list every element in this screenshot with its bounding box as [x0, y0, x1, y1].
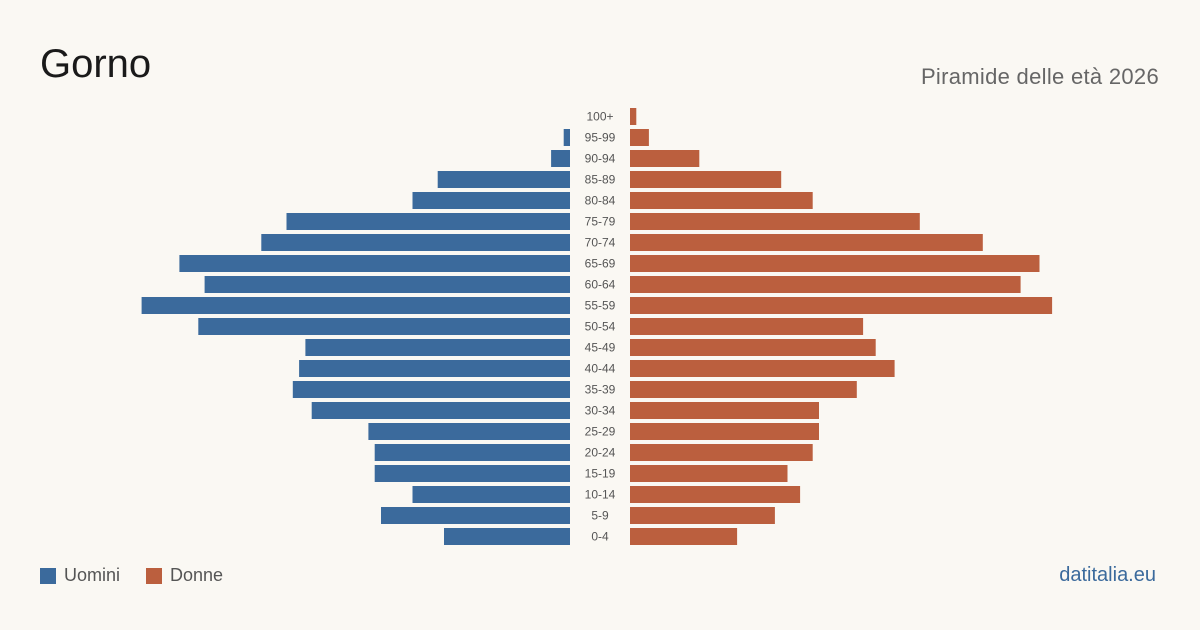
- age-label-95-99: 95-99: [585, 131, 616, 145]
- bar-women-60-64: [630, 276, 1021, 293]
- bar-women-80-84: [630, 192, 813, 209]
- bar-women-10-14: [630, 486, 801, 503]
- bar-women-70-74: [630, 234, 983, 251]
- age-label-85-89: 85-89: [585, 173, 616, 187]
- age-label-0-4: 0-4: [591, 530, 609, 544]
- age-label-60-64: 60-64: [585, 278, 616, 292]
- age-label-65-69: 65-69: [585, 257, 616, 271]
- age-label-70-74: 70-74: [585, 236, 616, 250]
- age-label-75-79: 75-79: [585, 215, 616, 229]
- bar-men-0-4: [444, 528, 570, 545]
- age-label-55-59: 55-59: [585, 299, 616, 313]
- bar-men-5-9: [381, 507, 570, 524]
- bar-women-90-94: [630, 150, 700, 167]
- bar-women-85-89: [630, 171, 782, 188]
- bar-men-45-49: [305, 339, 570, 356]
- bar-men-20-24: [374, 444, 570, 461]
- bar-men-75-79: [286, 213, 570, 230]
- bar-women-0-4: [630, 528, 738, 545]
- legend-label-women: Donne: [170, 565, 224, 585]
- bar-women-45-49: [630, 339, 876, 356]
- bar-men-70-74: [261, 234, 570, 251]
- legend-swatch-women: [146, 567, 163, 584]
- bar-women-65-69: [630, 255, 1040, 272]
- age-label-90-94: 90-94: [585, 152, 616, 166]
- bar-women-95-99: [630, 129, 649, 146]
- bar-women-40-44: [630, 360, 895, 377]
- bar-men-90-94: [551, 150, 570, 167]
- age-label-50-54: 50-54: [585, 320, 616, 334]
- chart-subtitle: Piramide delle età 2026: [920, 64, 1159, 89]
- bar-men-15-19: [374, 465, 570, 482]
- bar-women-75-79: [630, 213, 920, 230]
- age-label-80-84: 80-84: [585, 194, 616, 208]
- legend-label-men: Uomini: [64, 565, 121, 585]
- bar-men-30-34: [311, 402, 570, 419]
- legend-item-women: Donne: [146, 565, 223, 586]
- bar-men-85-89: [437, 171, 570, 188]
- bar-women-25-29: [630, 423, 819, 440]
- age-label-40-44: 40-44: [585, 362, 616, 376]
- age-label-45-49: 45-49: [585, 341, 616, 355]
- bar-men-50-54: [198, 318, 571, 335]
- bar-men-95-99: [563, 129, 570, 146]
- bar-men-25-29: [368, 423, 570, 440]
- age-label-30-34: 30-34: [585, 404, 616, 418]
- age-label-35-39: 35-39: [585, 383, 616, 397]
- age-label-25-29: 25-29: [585, 425, 616, 439]
- chart-title: Gorno: [40, 42, 152, 86]
- age-label-5-9: 5-9: [591, 509, 609, 523]
- brand-link[interactable]: datitalia.eu: [1059, 564, 1156, 586]
- age-label-10-14: 10-14: [585, 488, 616, 502]
- age-label-100+: 100+: [586, 110, 613, 124]
- age-label-15-19: 15-19: [585, 467, 616, 481]
- bar-men-60-64: [204, 276, 570, 293]
- bar-men-40-44: [299, 360, 570, 377]
- bar-women-30-34: [630, 402, 819, 419]
- bar-women-50-54: [630, 318, 864, 335]
- legend-swatch-men: [40, 567, 56, 584]
- bar-women-55-59: [630, 297, 1053, 314]
- bar-men-80-84: [412, 192, 570, 209]
- age-label-20-24: 20-24: [585, 446, 616, 460]
- bar-men-55-59: [141, 297, 570, 314]
- bar-men-35-39: [292, 381, 570, 398]
- bar-women-20-24: [630, 444, 813, 461]
- legend: Uomini Donne: [40, 565, 249, 586]
- bar-men-10-14: [412, 486, 570, 503]
- legend-item-men: Uomini: [40, 565, 120, 586]
- bar-women-100+: [630, 108, 637, 125]
- bar-women-5-9: [630, 507, 775, 524]
- bar-women-15-19: [630, 465, 788, 482]
- bar-men-65-69: [179, 255, 570, 272]
- bar-women-35-39: [630, 381, 857, 398]
